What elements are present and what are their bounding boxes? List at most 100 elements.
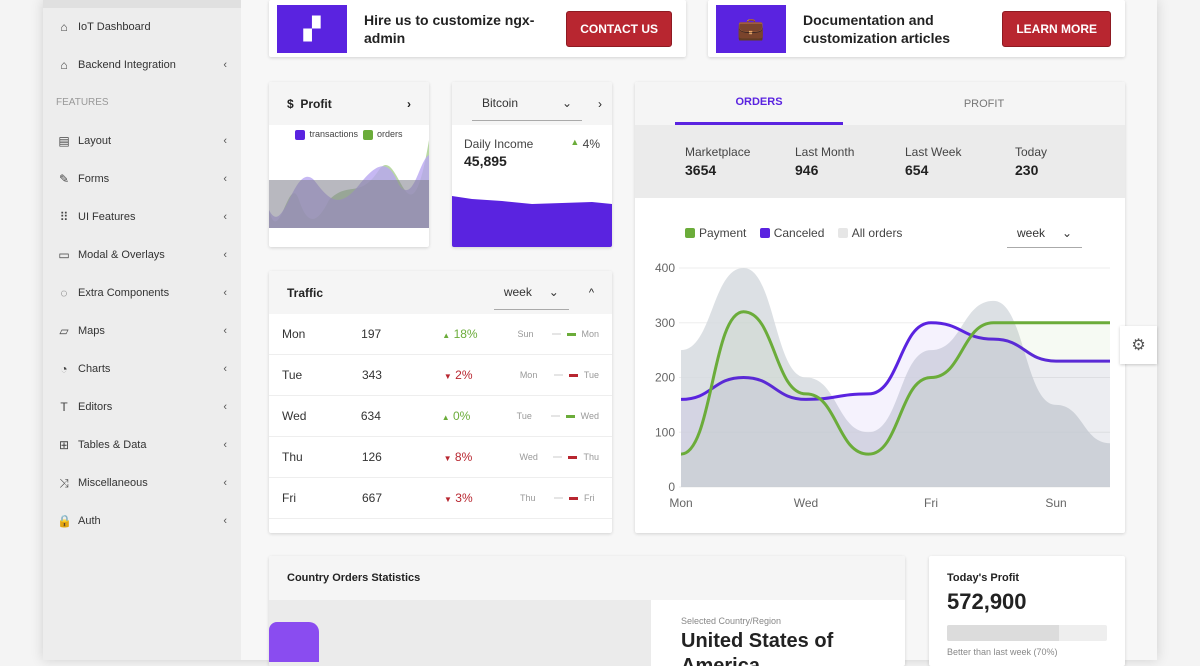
sidebar: ⌂ IoT Dashboard ⌂ Backend Integration ‹ FEATU… xyxy=(43,0,241,660)
traffic-value: 343 xyxy=(361,368,382,382)
promo-card-docs: 💼 Documentation and customization articl… xyxy=(708,0,1125,57)
stat-value: 3654 xyxy=(685,162,717,178)
stat-label: Marketplace xyxy=(685,145,751,159)
chevron-up-icon[interactable]: ^ xyxy=(588,286,594,299)
chevron-right-icon[interactable]: › xyxy=(598,96,602,111)
traffic-delta: 18% xyxy=(453,327,478,341)
y-tick-label: 200 xyxy=(655,371,675,385)
tab-orders[interactable]: ORDERS xyxy=(675,82,843,125)
traffic-delta: 0% xyxy=(452,409,471,423)
income-chart xyxy=(452,196,612,247)
world-map[interactable] xyxy=(269,600,651,666)
traffic-delta: 2% xyxy=(455,368,473,382)
stat-label: Today xyxy=(1015,145,1048,159)
chart-period-select[interactable]: week ⌄ xyxy=(1007,218,1082,248)
daily-income-value: 45,895 xyxy=(464,153,507,169)
chevron-left-icon: ‹ xyxy=(223,439,227,451)
traffic-title: Traffic xyxy=(287,285,324,300)
sidebar-item-extra-components[interactable]: ◌ Extra Components ‹ xyxy=(43,274,241,312)
sidebar-section-features: FEATURES xyxy=(56,97,109,108)
orders-stat: Last Week 654 xyxy=(905,145,1015,198)
x-tick-label: Sun xyxy=(1045,496,1066,510)
sidebar-item-label: Forms xyxy=(78,173,110,185)
legend-canceled: Canceled xyxy=(773,226,825,240)
sidebar-item-maps[interactable]: ▱ Maps ‹ xyxy=(43,312,241,350)
x-tick-label: Wed xyxy=(794,496,818,510)
traffic-row: Thu 126 ▼ 8% Wed Thu xyxy=(269,437,612,478)
chevron-left-icon: ‹ xyxy=(223,59,227,71)
arrow-down-icon: ▼ xyxy=(443,454,452,463)
selected-country-shape[interactable] xyxy=(269,622,319,662)
sidebar-item-label: Modal & Overlays xyxy=(78,249,165,261)
sidebar-item-layout[interactable]: ▤ Layout ‹ xyxy=(43,122,241,160)
y-tick-label: 0 xyxy=(668,480,675,494)
arrow-up-icon: ▲ xyxy=(442,331,451,340)
promo-text: Hire us to customize ngx-admin xyxy=(364,11,535,46)
traffic-value: 667 xyxy=(362,491,383,505)
chevron-left-icon: ‹ xyxy=(223,135,227,147)
sidebar-item-label: Charts xyxy=(78,363,111,375)
country-title: Country Orders Statistics xyxy=(287,572,421,584)
arrow-down-icon: ▼ xyxy=(444,495,452,504)
bitcoin-card: Bitcoin ⌄ › Daily Income ▲ 4% 45,895 xyxy=(452,82,612,247)
sidebar-item-label: Editors xyxy=(78,401,113,413)
overlap-area xyxy=(269,179,429,228)
currency-select[interactable]: Bitcoin ⌄ xyxy=(472,87,582,121)
chevron-down-icon: ⌄ xyxy=(1061,225,1072,240)
legend-orders: orders xyxy=(377,129,403,139)
layout-icon: ▤ xyxy=(58,134,70,148)
learn-more-button[interactable]: LEARN MORE xyxy=(1002,10,1111,47)
sidebar-item-backend-integration[interactable]: ⌂ Backend Integration ‹ xyxy=(43,46,241,84)
cur-day: Thu xyxy=(583,452,599,462)
x-tick-label: Fri xyxy=(924,496,938,510)
todays-profit-card: Today's Profit 572,900 Better than last … xyxy=(929,556,1125,666)
profit-card: $ Profit › transactions orders xyxy=(269,82,429,247)
sidebar-item-charts[interactable]: ◔ Charts ‹ xyxy=(43,350,241,388)
cur-day: Wed xyxy=(580,411,599,421)
map-icon: ▱ xyxy=(59,324,69,338)
prev-day: Tue xyxy=(516,411,532,421)
arrow-up-icon: ▲ xyxy=(441,413,450,422)
traffic-row: Tue 343 ▼ 2% Mon Tue xyxy=(269,355,612,396)
chevron-right-icon[interactable]: › xyxy=(407,96,411,111)
payment-line xyxy=(680,310,1110,456)
traffic-row: Mon 197 ▲ 18% Sun Mon xyxy=(269,314,612,355)
chevron-left-icon: ‹ xyxy=(223,287,227,299)
chevron-left-icon: ‹ xyxy=(223,515,227,527)
sidebar-item-editors[interactable]: T Editors ‹ xyxy=(43,388,241,426)
prev-day: Wed xyxy=(519,452,538,462)
sidebar-item-ui-features[interactable]: ⠿ UI Features ‹ xyxy=(43,198,241,236)
traffic-day: Tue xyxy=(282,368,303,382)
profit-title: Profit xyxy=(300,96,332,111)
legend-all-orders: All orders xyxy=(851,226,903,240)
cur-day: Mon xyxy=(581,329,600,339)
sidebar-item-iot-dashboard[interactable]: ⌂ IoT Dashboard xyxy=(43,8,241,46)
sidebar-item-forms[interactable]: ✎ Forms ‹ xyxy=(43,160,241,198)
dollar-icon: $ xyxy=(287,96,294,111)
home-icon: ⌂ xyxy=(60,58,68,72)
sidebar-item-auth[interactable]: 🔒 Auth ‹ xyxy=(43,502,241,540)
traffic-delta: 8% xyxy=(454,450,473,464)
sidebar-top-item[interactable] xyxy=(43,0,241,8)
profit-chart xyxy=(269,139,429,228)
stat-value: 946 xyxy=(795,162,819,178)
browser-icon: ▭ xyxy=(58,248,70,262)
sidebar-item-miscellaneous[interactable]: ⤨ Miscellaneous ‹ xyxy=(43,464,241,502)
promo-card-contact: ▞ Hire us to customize ngx-admin CONTACT… xyxy=(269,0,686,57)
grid-icon: ⊞ xyxy=(58,438,70,452)
tab-profit[interactable]: PROFIT xyxy=(963,97,1005,110)
contact-us-button[interactable]: CONTACT US xyxy=(566,10,672,47)
settings-button[interactable]: ⚙ xyxy=(1120,326,1157,364)
legend-transactions: transactions xyxy=(309,129,358,139)
lock-icon: 🔒 xyxy=(57,514,72,528)
canceled-line xyxy=(680,321,1110,401)
gear-icon: ⚙ xyxy=(1131,337,1146,354)
sidebar-item-modal-overlays[interactable]: ▭ Modal & Overlays ‹ xyxy=(43,236,241,274)
period-select[interactable]: week ⌄ xyxy=(493,276,569,310)
traffic-day: Fri xyxy=(282,491,296,505)
y-tick-label: 400 xyxy=(655,261,675,275)
chevron-left-icon: ‹ xyxy=(223,401,227,413)
sidebar-item-tables-data[interactable]: ⊞ Tables & Data ‹ xyxy=(43,426,241,464)
cur-day: Tue xyxy=(583,370,599,380)
traffic-day: Mon xyxy=(282,327,306,341)
